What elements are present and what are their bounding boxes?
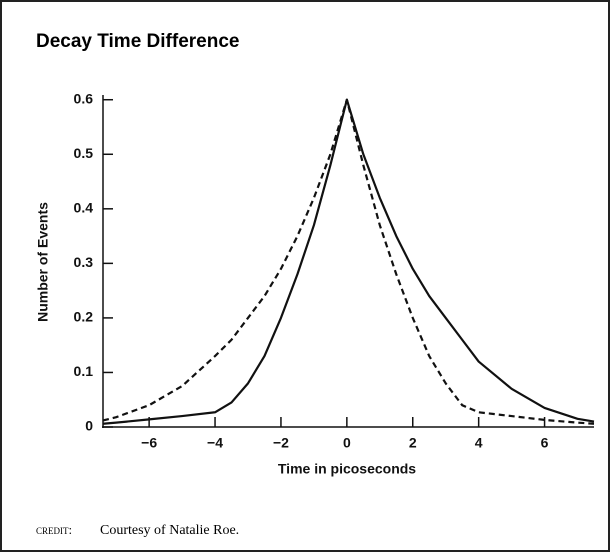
y-tick-label: 0.5 [74,145,94,161]
x-tick-label: 6 [541,435,549,451]
credit-label: CREDIT: [36,522,72,537]
y-tick-label: 0 [85,418,93,434]
y-tick-label: 0.3 [74,254,94,270]
credit: Courtesy of Natalie Roe. [100,523,239,538]
x-tick-label: 4 [475,435,483,451]
y-tick-label: 0.1 [74,363,94,379]
chart-title: Decay Time Difference [36,31,239,52]
x-tick-label: 0 [343,435,351,451]
series-line [102,98,595,425]
y-axis-label: Number of Events [35,202,51,322]
x-axis-label: Time in picoseconds [278,461,416,477]
x-tick-label: −2 [273,435,289,451]
y-tick-label: 0.6 [74,90,94,106]
x-tick-label: −6 [141,435,157,451]
y-tick-label: 0.2 [74,309,94,325]
x-tick-label: −4 [207,435,223,451]
x-tick-label: 2 [409,435,417,451]
y-tick-label: 0.4 [74,200,94,216]
